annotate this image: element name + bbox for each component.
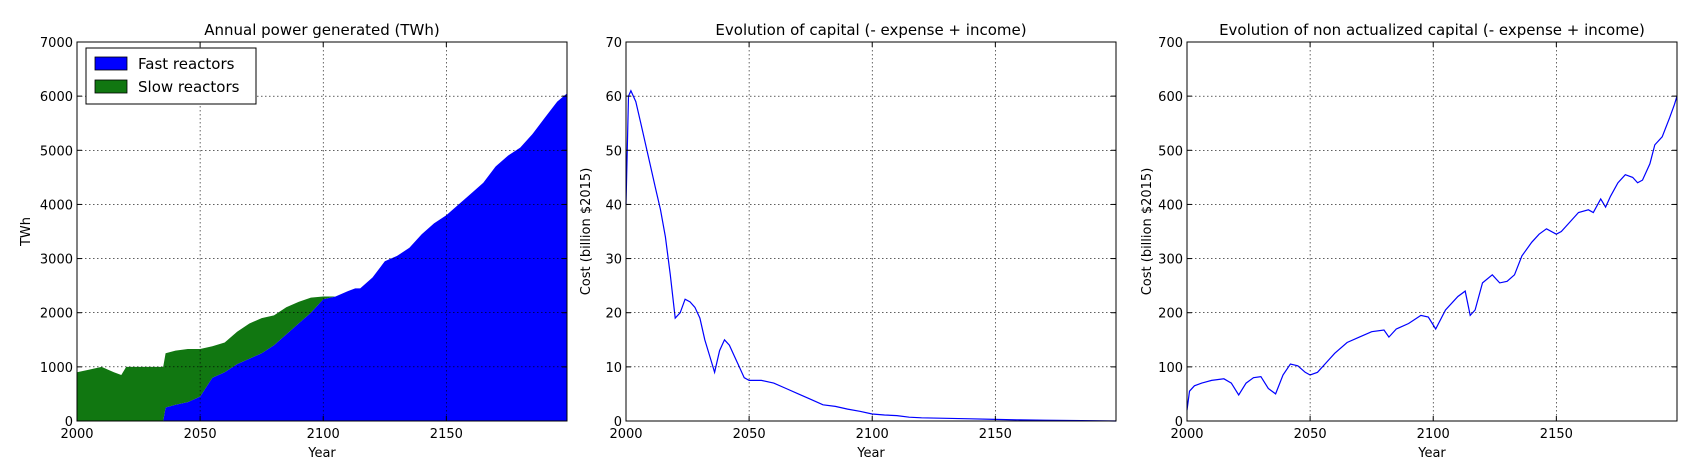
power-generated-chart: 2000 2050 2100 2150 0 1000 2000 3000 4000 5000 600… (19, 21, 568, 461)
y-tick-label: 0 (614, 415, 622, 430)
y-tick-label: 4000 (40, 198, 73, 213)
chart-title: Evolution of non actualized capital (- e… (1219, 21, 1645, 39)
x-axis-label: Year (1417, 446, 1446, 461)
y-tick-label: 300 (1158, 253, 1183, 268)
plot-frame (625, 41, 1117, 422)
x-axis-label: Year (307, 446, 336, 461)
y-tick-label: 1000 (40, 361, 73, 376)
y-tick-label: 20 (605, 307, 622, 322)
y-tick-label: 600 (1158, 90, 1183, 105)
x-tick-label: 2050 (1294, 427, 1327, 442)
chart-title: Annual power generated (TWh) (204, 21, 440, 39)
y-tick-label: 30 (605, 253, 622, 268)
y-tick-label: 700 (1158, 36, 1183, 51)
area-series-fast-reactors (77, 93, 567, 422)
x-tick-label: 2050 (184, 427, 217, 442)
y-tick-label: 3000 (40, 253, 73, 268)
y-tick-label: 7000 (40, 36, 73, 51)
y-tick-label: 50 (605, 144, 622, 159)
x-axis-label: Year (856, 446, 885, 461)
plot-frame (76, 41, 568, 422)
line-series (1186, 95, 1678, 411)
y-tick-label: 5000 (40, 144, 73, 159)
x-tick-label: 2100 (307, 427, 340, 442)
y-tick-label: 500 (1158, 144, 1183, 159)
y-tick-label: 0 (1175, 415, 1183, 430)
y-axis-label: TWh (19, 217, 34, 247)
y-tick-label: 0 (65, 415, 73, 430)
x-tick-label: 2000 (1170, 427, 1203, 442)
x-tick-label: 2100 (856, 427, 889, 442)
y-tick-label: 200 (1158, 307, 1183, 322)
x-tick-label: 2150 (1540, 427, 1573, 442)
y-axis-label: Cost (billion $2015) (1140, 168, 1155, 296)
legend-swatch (94, 56, 128, 71)
x-tick-label: 2000 (60, 427, 93, 442)
x-tick-label: 2150 (979, 427, 1012, 442)
legend-label: Fast reactors (138, 55, 235, 73)
capital-chart: 2000 2050 2100 2150 0 10 20 30 40 50 60 70 Evolution… (579, 21, 1117, 461)
x-tick-label: 2150 (430, 427, 463, 442)
line-series (625, 89, 1117, 422)
legend: Fast reactors Slow reactors (85, 47, 257, 105)
y-axis-label: Cost (billion $2015) (579, 168, 594, 296)
area-series-slow-reactors (77, 93, 567, 422)
x-tick-label: 2000 (609, 427, 642, 442)
plot-frame (1186, 41, 1678, 422)
y-tick-label: 70 (605, 36, 622, 51)
x-tick-label: 2100 (1417, 427, 1450, 442)
y-tick-label: 40 (605, 198, 622, 213)
y-tick-label: 100 (1158, 361, 1183, 376)
y-tick-label: 6000 (40, 90, 73, 105)
y-tick-label: 60 (605, 90, 622, 105)
non-actualized-capital-chart: 2000 2050 2100 2150 0 100 200 300 400 500 600 700 Ev… (1140, 21, 1678, 461)
x-tick-label: 2050 (733, 427, 766, 442)
y-tick-label: 400 (1158, 198, 1183, 213)
chart-title: Evolution of capital (- expense + income… (715, 21, 1026, 39)
y-tick-label: 10 (605, 361, 622, 376)
legend-swatch (94, 79, 128, 94)
legend-label: Slow reactors (138, 78, 240, 96)
y-tick-label: 2000 (40, 307, 73, 322)
